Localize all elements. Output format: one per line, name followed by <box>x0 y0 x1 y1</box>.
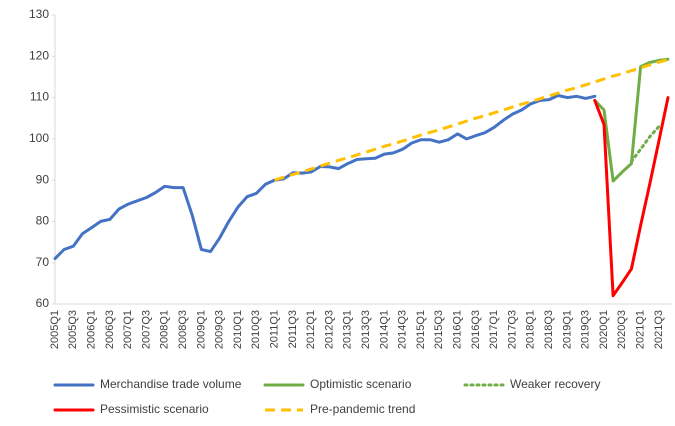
x-tick-label: 2007Q1 <box>122 310 134 349</box>
y-tick-label: 110 <box>30 90 49 104</box>
x-tick-label: 2016Q3 <box>470 310 482 349</box>
x-tick-label: 2019Q1 <box>561 310 573 349</box>
legend-label: Merchandise trade volume <box>100 377 242 391</box>
y-tick-label: 130 <box>29 7 49 21</box>
x-tick-label: 2009Q1 <box>195 310 207 349</box>
series-line <box>593 96 670 298</box>
y-tick-label: 70 <box>36 255 50 269</box>
legend-label: Pre-pandemic trend <box>310 402 415 416</box>
x-tick-label: 2006Q1 <box>86 310 98 349</box>
series-line <box>629 125 661 164</box>
x-tick-label: 2018Q3 <box>543 310 555 349</box>
x-tick-label: 2015Q1 <box>415 310 427 349</box>
x-tick-label: 2010Q1 <box>232 310 244 349</box>
x-tick-label: 2008Q1 <box>159 310 171 349</box>
x-tick-label: 2017Q1 <box>488 310 500 349</box>
x-tick-label: 2009Q3 <box>214 310 226 349</box>
y-tick-label: 120 <box>29 48 49 62</box>
series-line <box>53 94 597 261</box>
legend-label: Pessimistic scenario <box>100 402 209 416</box>
x-tick-label: 2012Q3 <box>323 310 335 349</box>
y-tick-label: 80 <box>36 214 50 228</box>
x-tick-label: 2016Q1 <box>451 310 463 349</box>
legend-label: Weaker recovery <box>510 377 600 391</box>
x-tick-label: 2011Q3 <box>287 310 299 348</box>
x-tick-label: 2013Q1 <box>342 310 354 349</box>
series-line <box>274 58 669 182</box>
x-tick-label: 2006Q3 <box>104 310 116 349</box>
x-tick-label: 2010Q3 <box>250 310 262 349</box>
x-tick-label: 2015Q3 <box>433 310 445 349</box>
x-tick-label: 2007Q3 <box>140 310 152 349</box>
x-tick-label: 2008Q3 <box>177 310 189 349</box>
x-tick-label: 2014Q1 <box>378 310 390 349</box>
series-line <box>593 57 670 183</box>
y-tick-label: 60 <box>36 296 50 310</box>
x-tick-label: 2020Q1 <box>598 310 610 349</box>
x-tick-label: 2017Q3 <box>506 310 518 349</box>
x-tick-label: 2019Q3 <box>580 310 592 349</box>
y-tick-label: 100 <box>29 131 49 145</box>
x-tick-label: 2021Q1 <box>634 310 646 349</box>
x-tick-label: 2005Q3 <box>67 310 79 349</box>
x-tick-label: 2014Q3 <box>397 310 409 349</box>
x-tick-label: 2020Q3 <box>616 310 628 349</box>
x-tick-label: 2013Q3 <box>360 310 372 349</box>
x-tick-label: 2018Q1 <box>525 310 537 349</box>
legend-label: Optimistic scenario <box>310 377 412 391</box>
x-tick-label: 2005Q1 <box>49 310 61 349</box>
x-tick-label: 2011Q1 <box>268 310 280 348</box>
x-tick-label: 2012Q1 <box>305 310 317 349</box>
x-tick-label: 2021Q3 <box>653 310 665 349</box>
y-tick-label: 90 <box>36 172 50 186</box>
